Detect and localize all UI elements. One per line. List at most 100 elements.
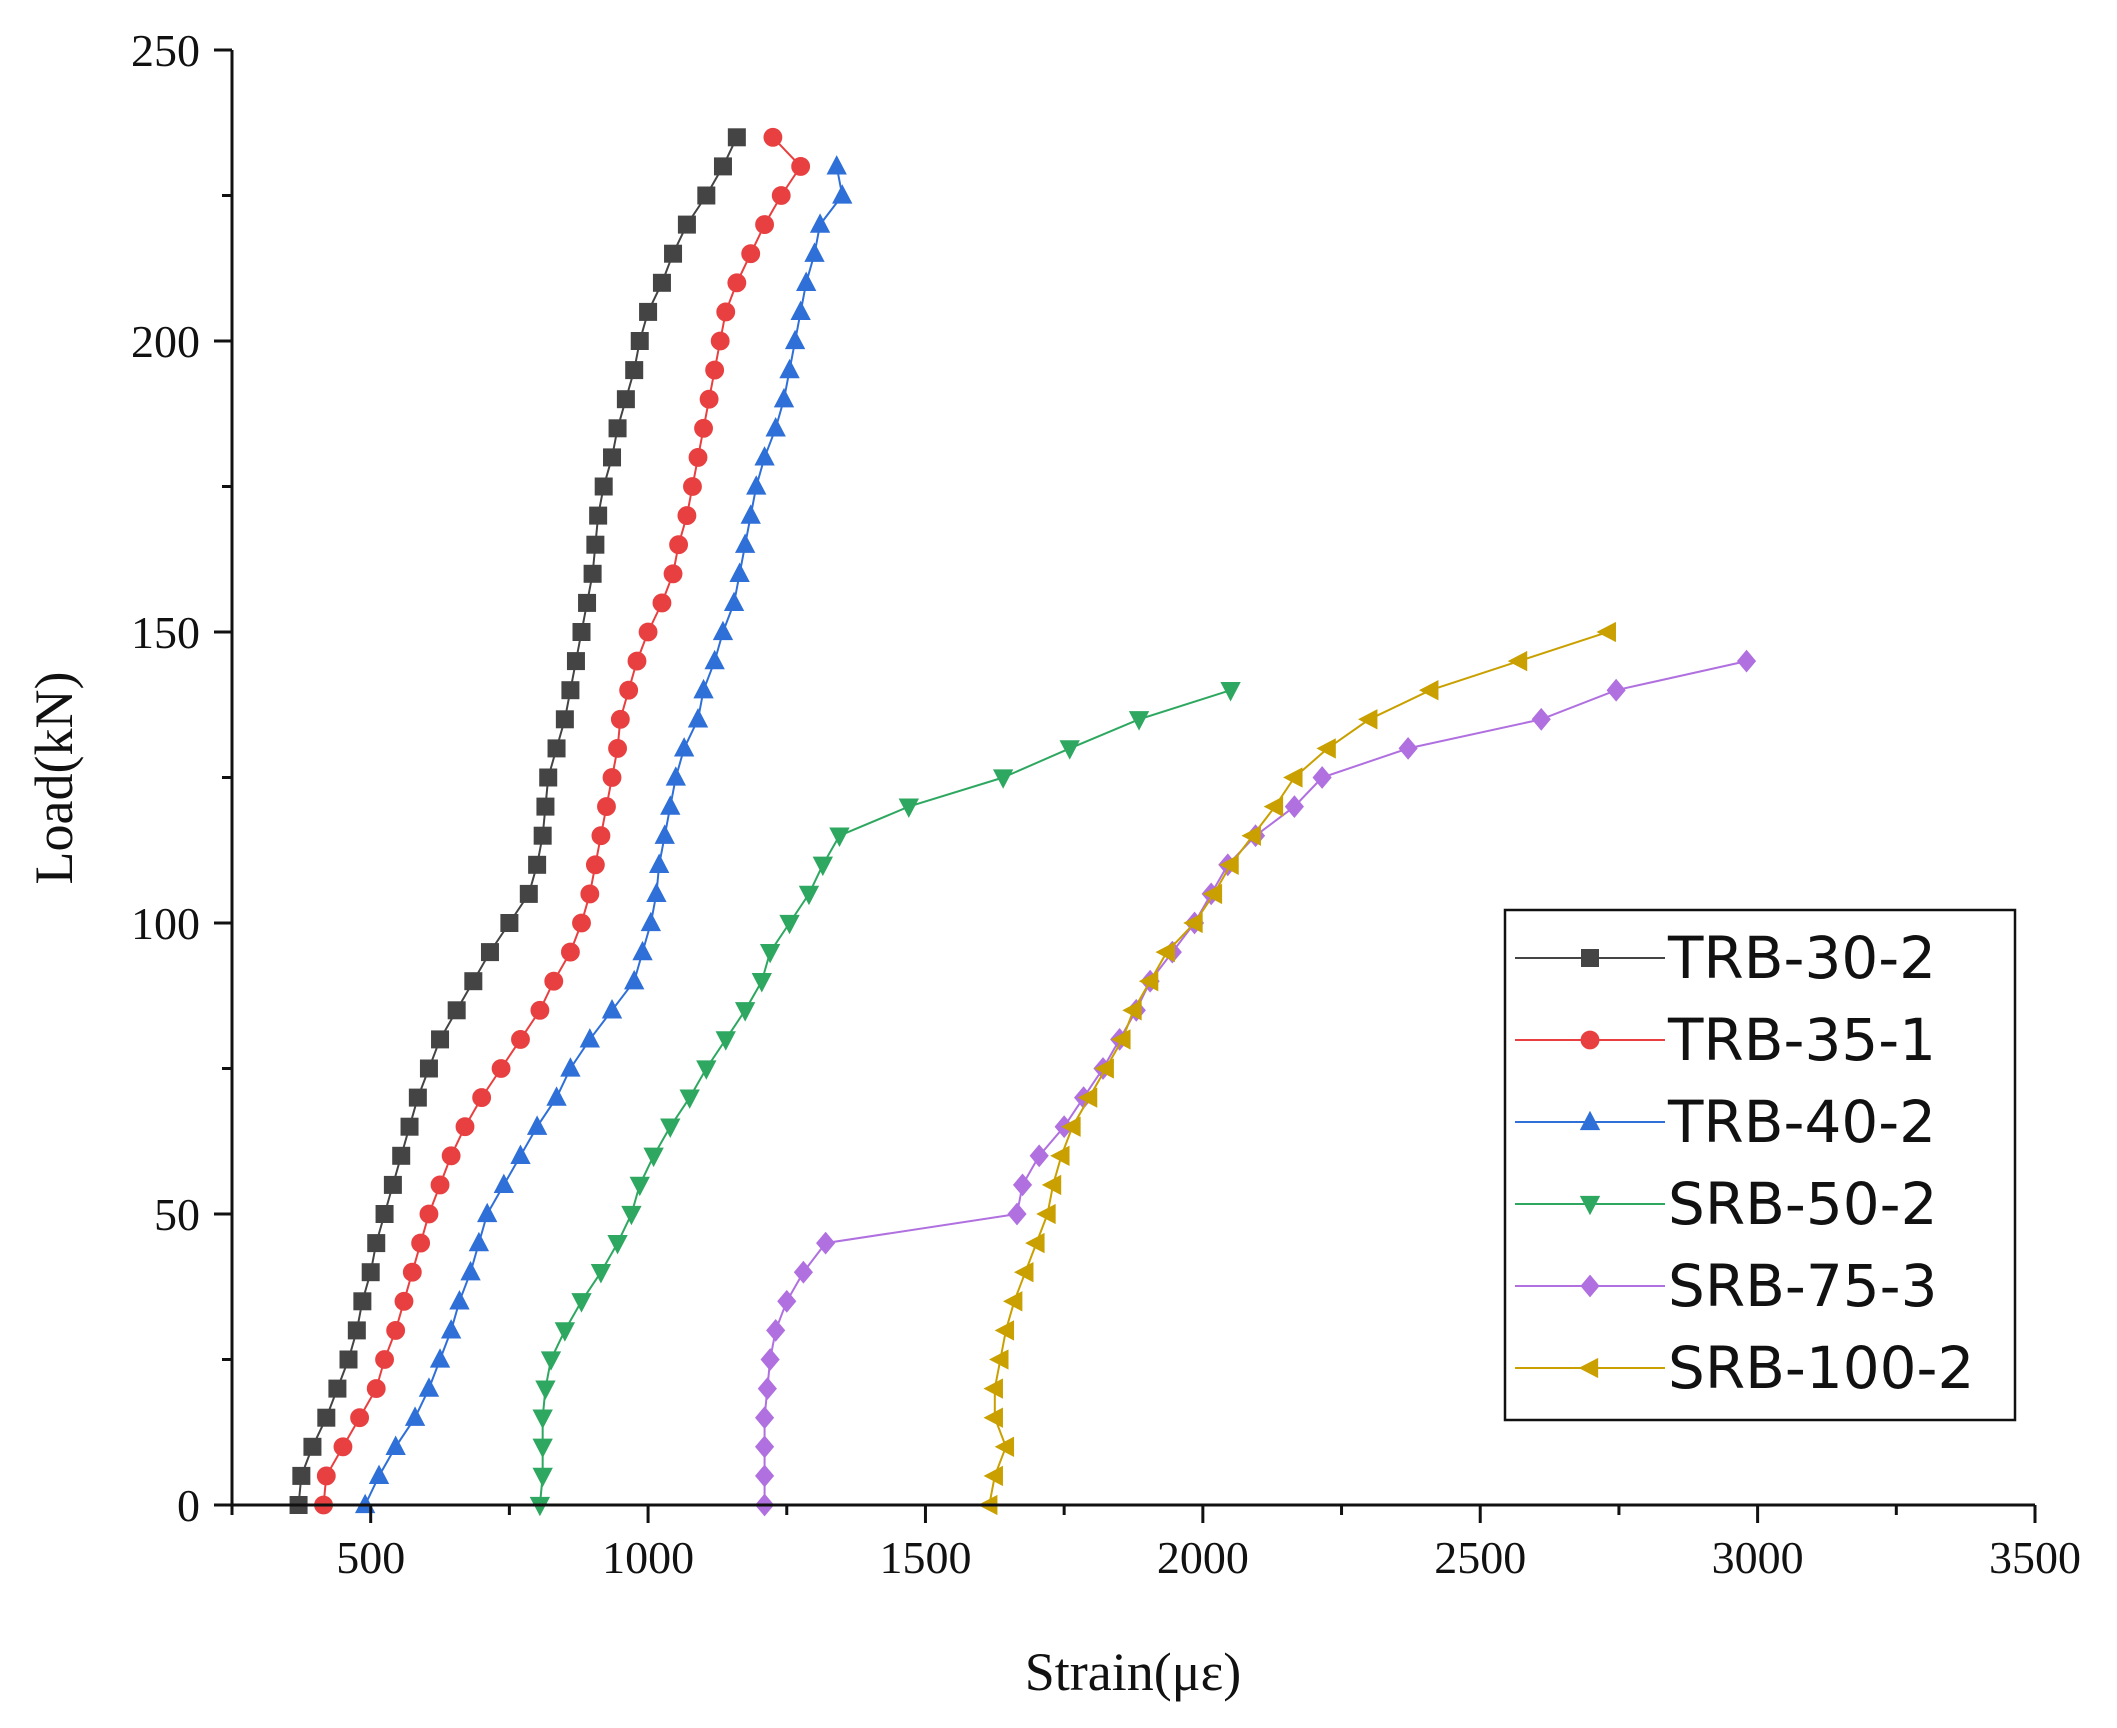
data-point <box>791 156 811 176</box>
data-point <box>1398 736 1418 760</box>
data-point <box>639 302 658 321</box>
data-point <box>660 1118 681 1138</box>
data-point <box>727 273 747 293</box>
data-point <box>804 242 825 262</box>
data-point <box>1736 649 1757 673</box>
data-point <box>510 1144 531 1164</box>
ticks: 500 1000 1500 2000 2500 3000 3500 0 50 100 150 200 2… <box>131 25 2081 1583</box>
data-point <box>1507 650 1528 672</box>
legend-item-trb-30-2: TRB-30-2 <box>1515 924 1936 992</box>
data-point <box>759 943 781 964</box>
data-point <box>540 1351 562 1371</box>
data-point <box>648 853 670 873</box>
x-tick-label: 500 <box>336 1532 405 1583</box>
data-point <box>1357 709 1378 730</box>
data-point <box>697 186 716 205</box>
x-tick-label: 2000 <box>1157 1532 1249 1583</box>
data-point <box>638 622 658 642</box>
y-tick-label: 50 <box>154 1189 200 1240</box>
legend-swatch-marker <box>1580 1274 1600 1298</box>
series-srb-100-2 <box>977 621 1616 1516</box>
data-point <box>603 448 622 467</box>
data-point <box>640 911 662 932</box>
data-point <box>777 1289 797 1313</box>
data-point <box>654 824 675 844</box>
y-axis-title: Load(kN) <box>24 672 84 885</box>
data-point <box>602 768 622 787</box>
legend-label: TRB-40-2 <box>1667 1088 1936 1156</box>
data-point <box>994 1436 1015 1457</box>
data-point <box>333 1437 353 1457</box>
data-point <box>755 1435 775 1459</box>
data-point <box>386 1320 406 1340</box>
data-point <box>411 1233 431 1253</box>
legend-item-srb-100-2: SRB-100-2 <box>1515 1334 1974 1402</box>
data-point <box>594 477 613 496</box>
data-point <box>317 1408 336 1427</box>
data-point <box>704 649 725 670</box>
data-point <box>608 738 627 758</box>
data-point <box>1059 740 1080 760</box>
data-point <box>687 708 709 728</box>
data-point <box>616 390 635 409</box>
data-point <box>585 855 605 875</box>
data-point <box>472 1088 492 1108</box>
data-point <box>532 1438 553 1459</box>
legend-swatch-marker <box>1581 949 1599 967</box>
data-point <box>1025 1232 1045 1254</box>
data-point <box>619 680 639 700</box>
data-point <box>1077 1087 1098 1108</box>
data-point <box>610 709 630 729</box>
data-point <box>832 184 853 204</box>
data-point <box>572 913 591 933</box>
data-point <box>755 215 775 235</box>
data-point <box>992 769 1014 789</box>
legend-item-trb-40-2: TRB-40-2 <box>1515 1088 1936 1156</box>
data-point <box>1029 1144 1049 1168</box>
data-point <box>1094 1058 1114 1079</box>
data-point <box>710 331 730 351</box>
data-point <box>339 1350 358 1369</box>
data-point <box>1596 621 1616 643</box>
data-point <box>375 1350 394 1369</box>
data-point <box>430 1175 450 1195</box>
data-point <box>798 885 820 906</box>
data-point <box>579 1028 601 1048</box>
data-point <box>652 593 672 613</box>
legend-swatch-marker <box>1580 1030 1600 1050</box>
data-point <box>368 1464 390 1485</box>
data-point <box>669 535 689 555</box>
data-point <box>404 1406 426 1426</box>
data-point <box>715 1031 736 1051</box>
data-point <box>652 273 671 292</box>
x-axis-title: Strain(με) <box>1025 1642 1242 1702</box>
data-point <box>763 127 783 147</box>
data-point <box>431 1030 450 1049</box>
y-tick-label: 200 <box>131 316 200 367</box>
data-point <box>1202 883 1223 905</box>
y-tick-label: 250 <box>131 25 200 76</box>
data-point <box>449 1290 470 1310</box>
data-point <box>741 244 761 264</box>
data-point <box>1014 1262 1034 1283</box>
data-point <box>493 1173 515 1194</box>
x-tick-label: 2500 <box>1434 1532 1526 1583</box>
legend-swatch-marker <box>1579 1195 1601 1216</box>
data-point <box>316 1466 336 1486</box>
data-point <box>601 999 623 1019</box>
data-point <box>1041 1174 1062 1196</box>
data-point <box>677 506 697 526</box>
data-point <box>779 914 800 935</box>
data-point <box>1316 738 1336 759</box>
data-point <box>696 1060 717 1080</box>
data-point <box>303 1437 322 1456</box>
legend-swatch-marker <box>1579 1110 1601 1131</box>
data-point <box>729 562 750 582</box>
series-trb-30-2 <box>289 128 746 1514</box>
data-point <box>394 1291 414 1311</box>
x-tick-label: 3000 <box>1712 1532 1804 1583</box>
data-point <box>554 1322 576 1342</box>
data-point <box>532 1409 553 1429</box>
data-point <box>688 447 708 467</box>
